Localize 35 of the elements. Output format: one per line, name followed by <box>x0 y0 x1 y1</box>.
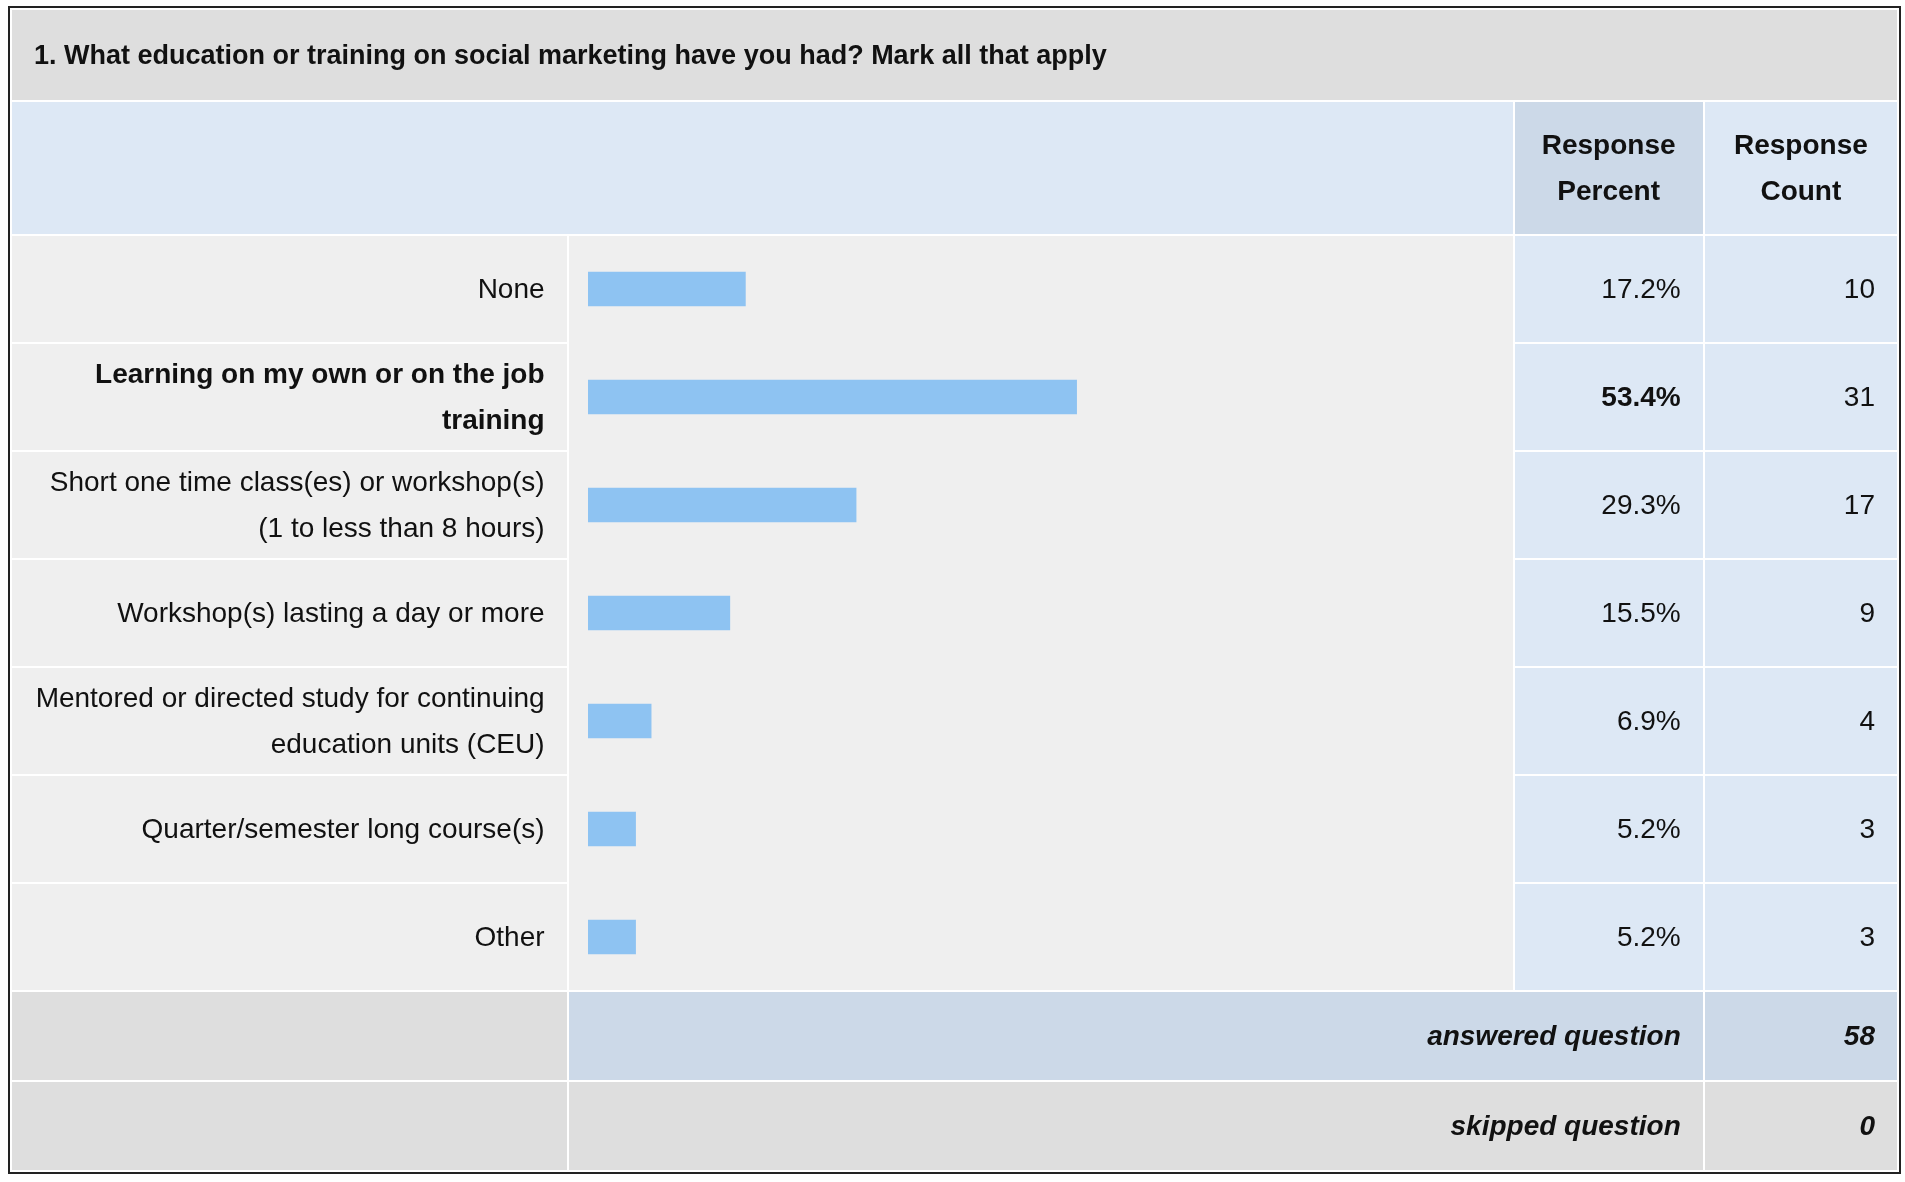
y-tick-label: Workshop(s) lasting a day or more <box>11 559 568 667</box>
bar <box>587 919 636 955</box>
chart-title: 1. What education or training on social marketing have you had? Mark all that apply <box>11 9 1898 101</box>
data-label: 6.9% <box>1513 667 1704 775</box>
text: 10 <box>1703 235 1898 343</box>
y-tick-label: Learning on my own or on the job training <box>11 343 568 451</box>
text: 3 <box>1703 775 1898 883</box>
bar <box>587 595 730 631</box>
data-label: 53.4% <box>1513 343 1704 451</box>
text: 58 <box>1703 991 1898 1081</box>
text: Response Count <box>1703 101 1898 235</box>
text: 9 <box>1703 559 1898 667</box>
text: 0 <box>1703 1081 1898 1171</box>
bar <box>587 487 856 523</box>
text: Response Percent <box>1513 101 1704 235</box>
y-tick-label: None <box>11 235 568 343</box>
data-label: 17.2% <box>1513 235 1704 343</box>
text: 31 <box>1703 343 1898 451</box>
text: 4 <box>1703 667 1898 775</box>
data-label: 29.3% <box>1513 451 1704 559</box>
bar <box>587 379 1077 415</box>
data-label: 15.5% <box>1513 559 1704 667</box>
y-tick-label: Mentored or directed study for continuing education units (CEU) <box>11 667 568 775</box>
data-label: 5.2% <box>1513 883 1704 991</box>
bar <box>587 811 636 847</box>
bar <box>587 703 652 739</box>
text: 17 <box>1703 451 1898 559</box>
bar <box>587 271 746 307</box>
y-tick-label: Other <box>11 883 568 991</box>
text: 3 <box>1703 883 1898 991</box>
y-tick-label: Quarter/semester long course(s) <box>11 775 568 883</box>
text: answered question <box>567 991 1704 1081</box>
y-tick-label: Short one time class(es) or workshop(s) (1 to less than 8 hours) <box>11 451 568 559</box>
text: skipped question <box>567 1081 1704 1171</box>
data-label: 5.2% <box>1513 775 1704 883</box>
